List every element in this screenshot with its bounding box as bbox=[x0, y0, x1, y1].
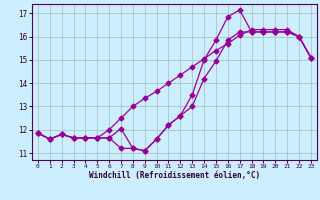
X-axis label: Windchill (Refroidissement éolien,°C): Windchill (Refroidissement éolien,°C) bbox=[89, 171, 260, 180]
